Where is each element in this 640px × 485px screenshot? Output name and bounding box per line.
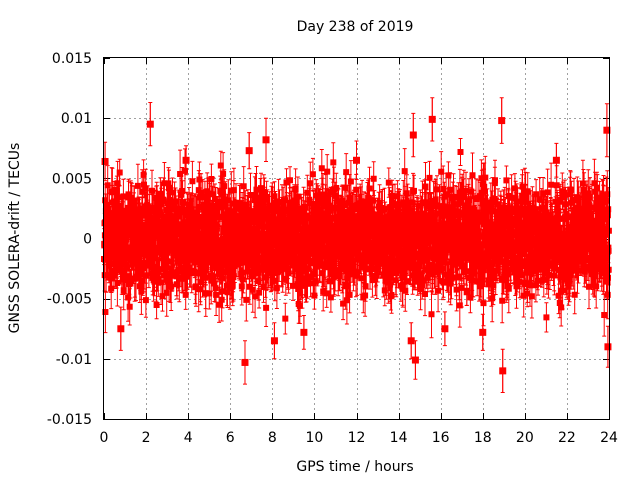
y-axis-label: GNSS SOLERA-drift / TECUs — [7, 143, 23, 334]
outlier-point — [270, 337, 278, 345]
outlier-point — [101, 157, 109, 165]
outlier-point — [479, 328, 487, 336]
outlier-point — [428, 115, 436, 123]
x-tick-label: 14 — [390, 430, 408, 446]
outlier-point — [182, 156, 190, 164]
outlier-point — [411, 356, 419, 364]
x-tick-label: 22 — [558, 430, 576, 446]
x-tick-label: 18 — [474, 430, 492, 446]
y-tick-labels: -0.015 -0.01 -0.005 0 0.005 0.01 0.015 — [47, 51, 92, 428]
data-markers — [101, 116, 612, 374]
y-tick-label: 0.005 — [52, 171, 92, 187]
outlier-point — [300, 328, 308, 336]
y-tick-label: 0.01 — [61, 111, 92, 127]
outlier-point — [146, 120, 154, 128]
outlier-point — [603, 126, 611, 134]
x-tick-label: 4 — [184, 430, 193, 446]
outlier-point — [407, 337, 415, 345]
x-tick-label: 12 — [348, 430, 366, 446]
outlier-point — [353, 156, 360, 164]
outlier-point — [245, 147, 253, 155]
x-tick-labels: 0 2 4 6 8 10 12 14 16 18 20 22 24 — [100, 430, 618, 446]
x-tick-label: 20 — [516, 430, 534, 446]
plot-frame — [103, 57, 610, 420]
x-tick-label: 6 — [226, 430, 235, 446]
x-tick-label: 0 — [100, 430, 109, 446]
y-tick-label: 0 — [83, 232, 92, 248]
outlier-point — [117, 325, 125, 333]
y-tick-label: -0.005 — [47, 292, 92, 308]
outlier-point — [441, 325, 449, 333]
x-tick-label: 2 — [142, 430, 151, 446]
x-tick-label: 10 — [306, 430, 324, 446]
outlier-point — [604, 343, 612, 351]
outlier-point — [552, 156, 560, 164]
outlier-point — [241, 358, 249, 366]
y-tick-label: 0.015 — [52, 51, 92, 67]
x-tick-label: 24 — [600, 430, 618, 446]
data-series — [101, 97, 612, 393]
x-tick-label: 8 — [268, 430, 277, 446]
outlier-point — [499, 367, 507, 375]
x-tick-label: 16 — [432, 430, 450, 446]
x-axis-label: GPS time / hours — [296, 459, 413, 475]
outlier-point — [409, 131, 417, 139]
series-solera-drift — [101, 97, 612, 393]
outlier-point — [262, 136, 270, 144]
outlier-point — [498, 117, 506, 125]
chart-title: Day 238 of 2019 — [297, 19, 414, 35]
y-tick-label: -0.015 — [47, 412, 92, 428]
y-tick-label: -0.01 — [56, 352, 92, 368]
